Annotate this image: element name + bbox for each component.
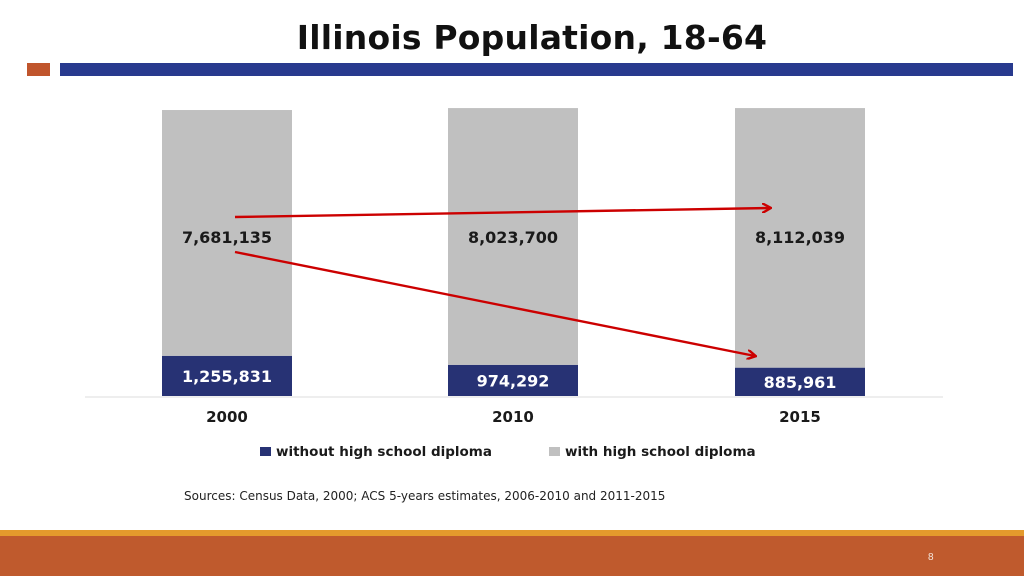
footer-bar (0, 536, 1024, 576)
bar-without-diploma-2010 (448, 364, 578, 396)
legend-label-with: with high school diploma (565, 444, 756, 460)
bar-without-diploma-2000 (162, 355, 292, 396)
stacked-bar-chart: 1,255,831 7,681,135 2000 974,292 8,023,700 20… (85, 108, 943, 460)
arrow-with-diploma-trend (234, 208, 770, 219)
data-label-without-2000: 1,255,831 (182, 367, 272, 386)
page-title: Illinois Population, 18-64 (296, 18, 768, 57)
arrow-without-diploma-trend (234, 250, 755, 356)
source-note: Sources: Census Data, 2000; ACS 5-years … (184, 489, 666, 503)
data-label-without-2010: 974,292 (477, 371, 550, 390)
data-label-with-2015: 8,112,039 (755, 228, 845, 247)
bar-without-diploma-2015 (735, 367, 865, 396)
bar-with-diploma-2015 (735, 108, 865, 368)
category-label-2000: 2000 (206, 408, 248, 426)
bar-with-diploma-2000 (162, 110, 292, 356)
footer-accent-line (0, 530, 1024, 536)
category-label-2010: 2010 (492, 408, 534, 426)
accent-square (27, 63, 50, 76)
accent-bar (60, 63, 1013, 76)
data-label-without-2015: 885,961 (764, 373, 837, 392)
data-label-with-2000: 7,681,135 (182, 228, 272, 247)
category-label-2015: 2015 (779, 408, 821, 426)
chart-legend: without high school diploma with high sch… (260, 444, 756, 460)
legend-swatch-without (260, 447, 271, 456)
bar-with-diploma-2010 (448, 108, 578, 365)
legend-label-without: without high school diploma (276, 444, 492, 460)
data-label-with-2010: 8,023,700 (468, 228, 558, 247)
page-number: 8 (928, 552, 934, 563)
legend-swatch-with (549, 447, 560, 456)
